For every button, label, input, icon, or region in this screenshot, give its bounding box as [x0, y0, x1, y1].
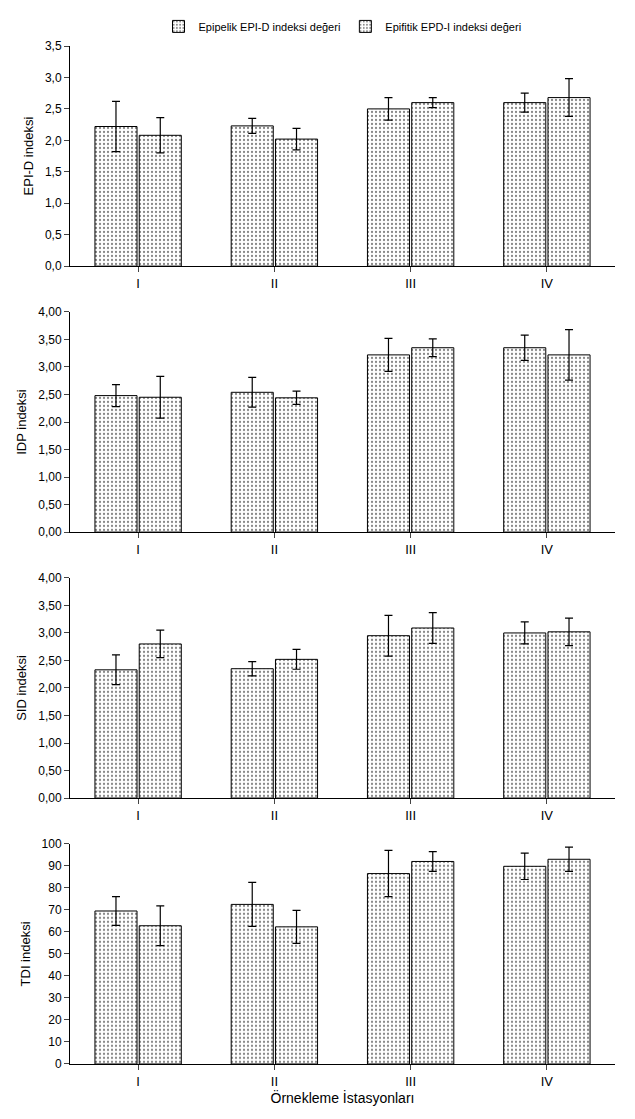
- svg-text:III: III: [405, 542, 416, 557]
- svg-text:2,0: 2,0: [45, 134, 62, 148]
- svg-text:1,50: 1,50: [38, 443, 62, 457]
- svg-text:2,00: 2,00: [38, 681, 62, 695]
- svg-text:30: 30: [48, 991, 62, 1005]
- svg-text:0: 0: [55, 1057, 62, 1071]
- svg-text:0,00: 0,00: [38, 525, 62, 539]
- svg-text:2,5: 2,5: [45, 102, 62, 116]
- svg-text:60: 60: [48, 925, 62, 939]
- svg-text:0,50: 0,50: [38, 764, 62, 778]
- svg-text:0,0: 0,0: [45, 259, 62, 273]
- svg-text:TDI indeksi: TDI indeksi: [18, 921, 33, 986]
- svg-text:IV: IV: [541, 808, 554, 823]
- svg-text:3,50: 3,50: [38, 599, 62, 613]
- svg-text:3,0: 3,0: [45, 71, 62, 85]
- svg-text:3,00: 3,00: [38, 626, 62, 640]
- svg-text:II: II: [271, 276, 278, 291]
- svg-text:Epipelik EPI-D indeksi değeri: Epipelik EPI-D indeksi değeri: [199, 21, 341, 33]
- svg-text:100: 100: [42, 837, 62, 851]
- svg-text:II: II: [271, 542, 278, 557]
- svg-text:3,5: 3,5: [45, 39, 62, 53]
- svg-text:1,50: 1,50: [38, 709, 62, 723]
- svg-text:IV: IV: [541, 1074, 554, 1089]
- svg-text:Örnekleme İstasyonları: Örnekleme İstasyonları: [271, 1089, 415, 1106]
- svg-text:3,50: 3,50: [38, 333, 62, 347]
- svg-text:Epifitik EPD-I indeksi değeri: Epifitik EPD-I indeksi değeri: [385, 21, 521, 33]
- svg-text:70: 70: [48, 903, 62, 917]
- svg-text:1,0: 1,0: [45, 196, 62, 210]
- svg-text:2,00: 2,00: [38, 415, 62, 429]
- svg-text:1,00: 1,00: [38, 736, 62, 750]
- svg-text:III: III: [405, 808, 416, 823]
- svg-text:2,50: 2,50: [38, 388, 62, 402]
- svg-text:III: III: [405, 1074, 416, 1089]
- svg-text:SID indeksi: SID indeksi: [14, 655, 29, 721]
- svg-text:10: 10: [48, 1035, 62, 1049]
- svg-text:1,5: 1,5: [45, 165, 62, 179]
- svg-text:4,00: 4,00: [38, 571, 62, 585]
- svg-text:2,50: 2,50: [38, 654, 62, 668]
- svg-text:EPI-D indeksi: EPI-D indeksi: [21, 117, 36, 196]
- svg-text:90: 90: [48, 859, 62, 873]
- svg-text:II: II: [271, 808, 278, 823]
- svg-text:I: I: [136, 808, 140, 823]
- svg-text:0,5: 0,5: [45, 228, 62, 242]
- svg-text:II: II: [271, 1074, 278, 1089]
- svg-text:0,50: 0,50: [38, 498, 62, 512]
- svg-text:80: 80: [48, 881, 62, 895]
- svg-text:20: 20: [48, 1013, 62, 1027]
- svg-text:50: 50: [48, 947, 62, 961]
- svg-text:I: I: [136, 542, 140, 557]
- svg-text:1,00: 1,00: [38, 470, 62, 484]
- svg-text:I: I: [136, 276, 140, 291]
- svg-text:IV: IV: [541, 542, 554, 557]
- svg-text:IDP indeksi: IDP indeksi: [14, 389, 29, 455]
- svg-text:0,00: 0,00: [38, 791, 62, 805]
- svg-text:40: 40: [48, 969, 62, 983]
- svg-text:I: I: [136, 1074, 140, 1089]
- svg-text:3,00: 3,00: [38, 360, 62, 374]
- svg-text:4,00: 4,00: [38, 305, 62, 319]
- svg-text:IV: IV: [541, 276, 554, 291]
- svg-text:III: III: [405, 276, 416, 291]
